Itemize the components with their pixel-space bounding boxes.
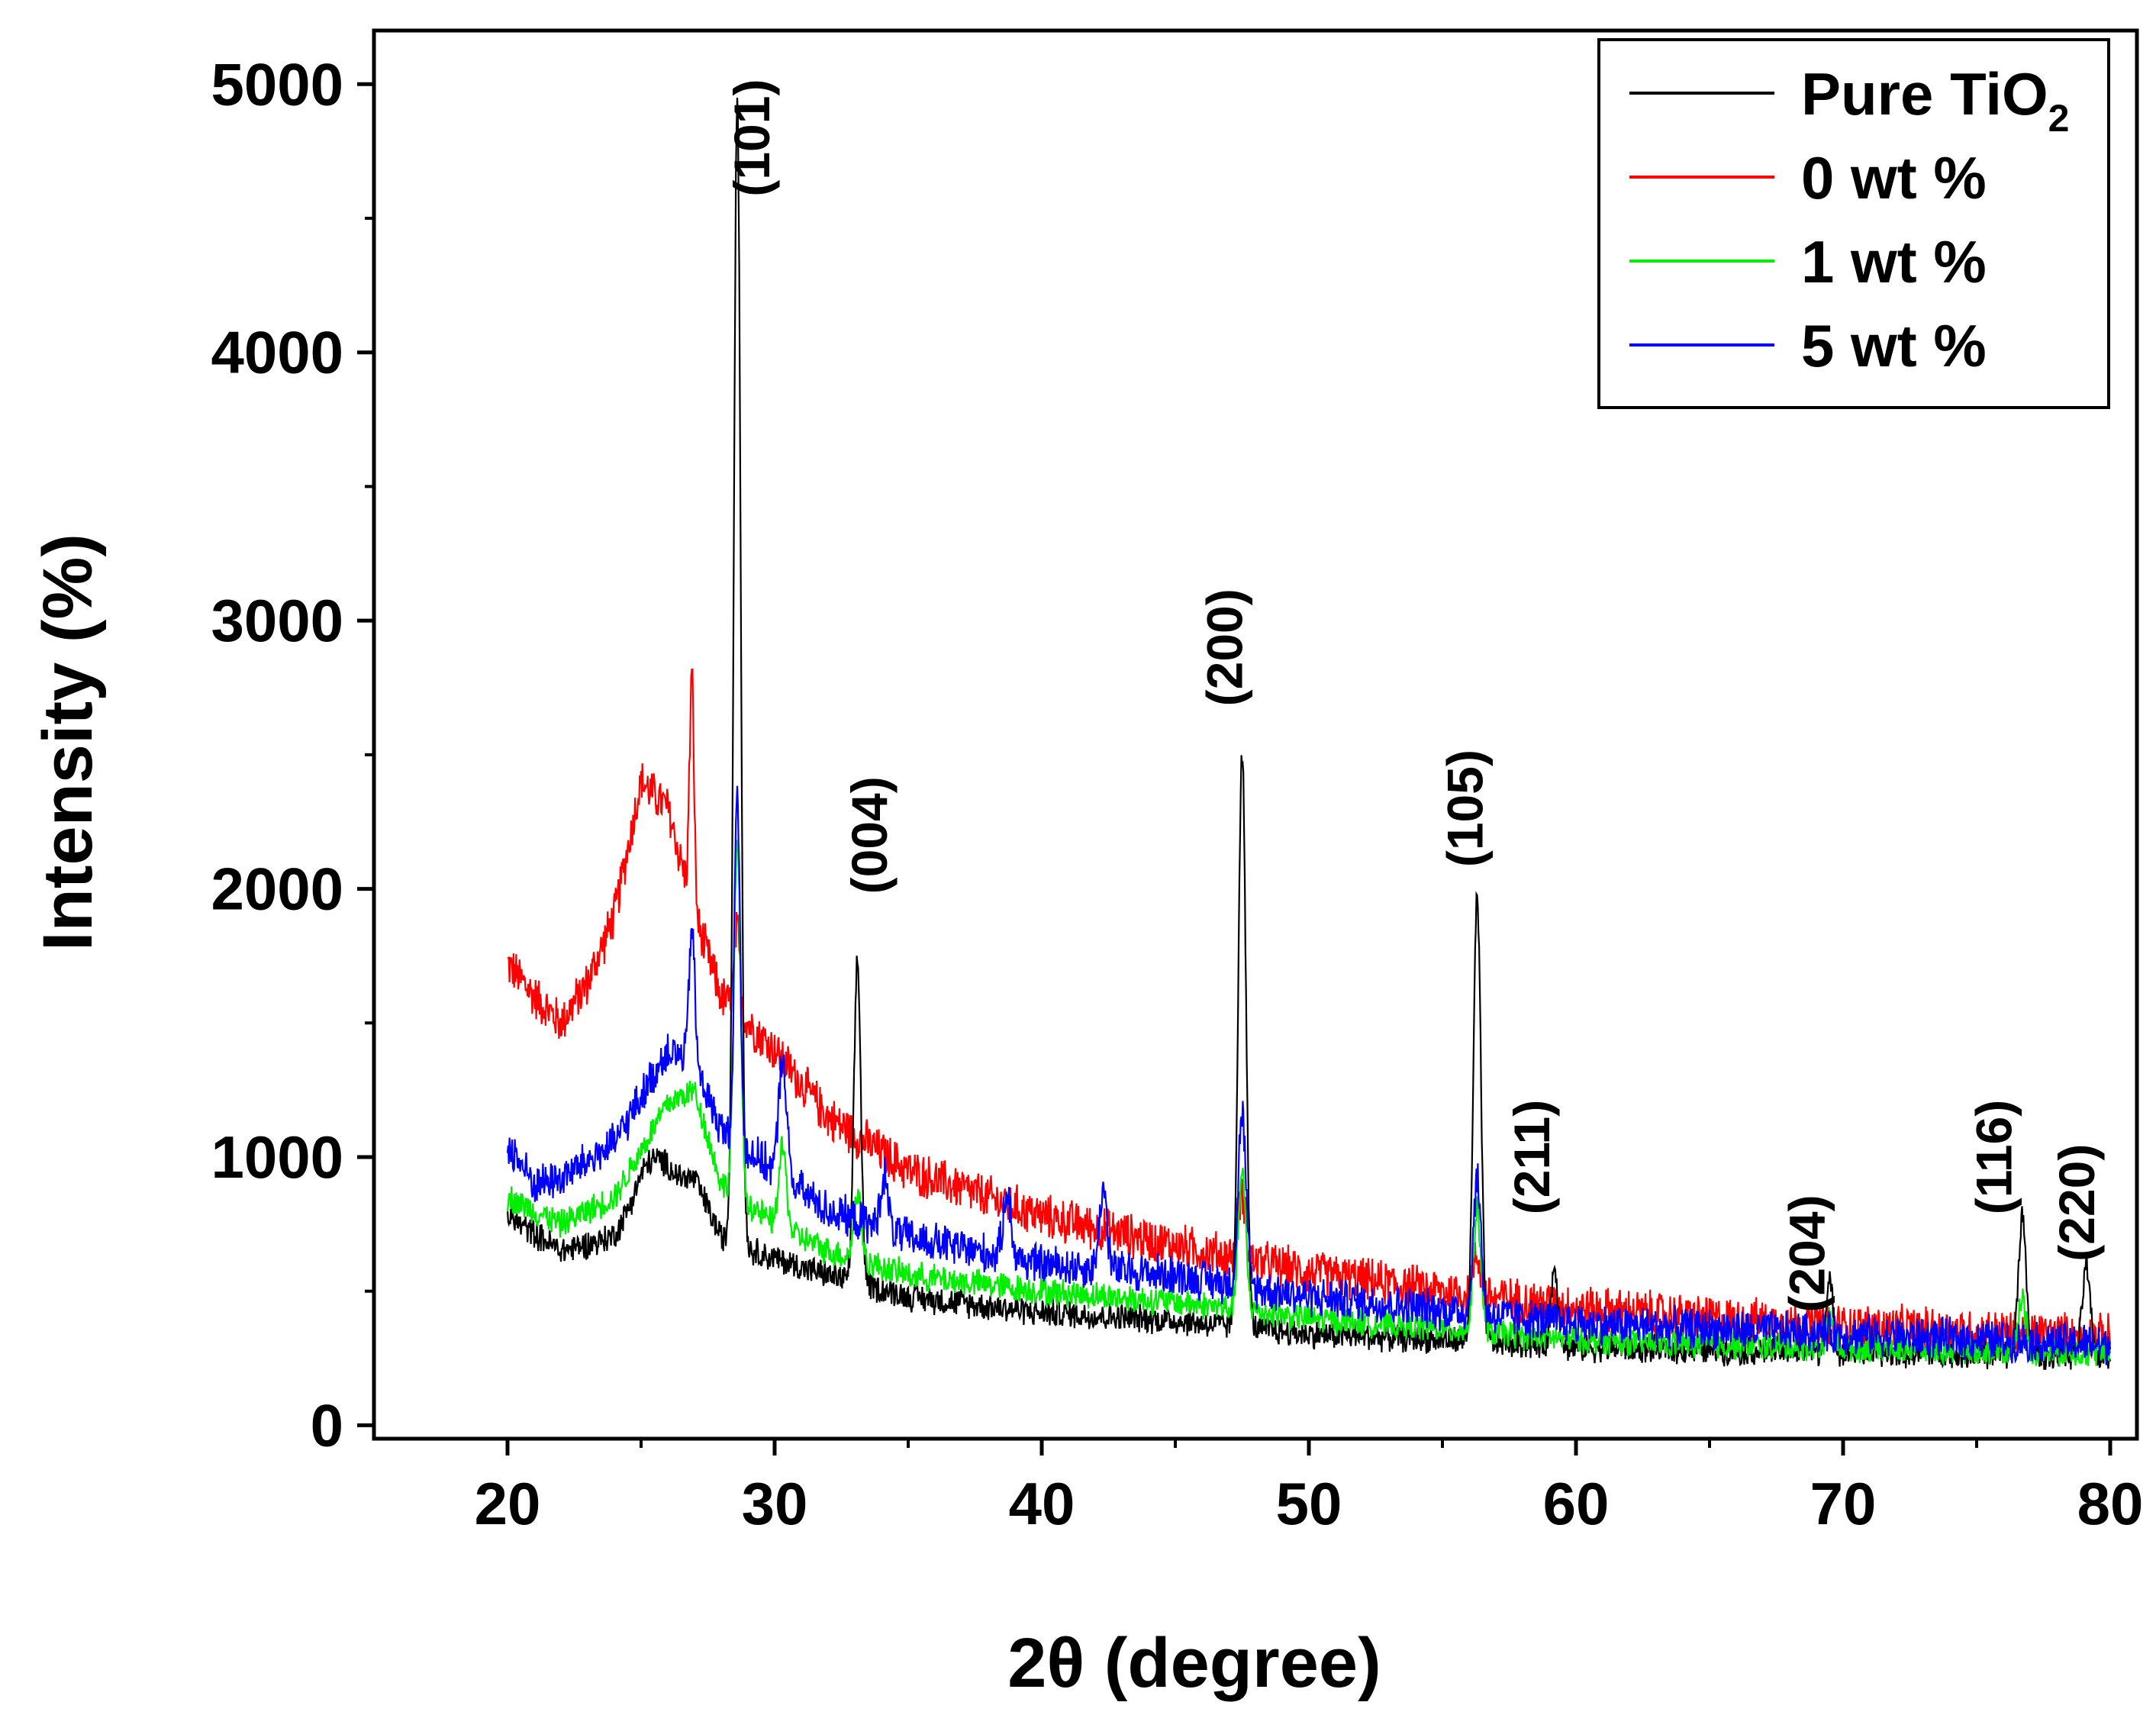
legend-subscript: 2 [2048,97,2070,140]
x-tick-label: 80 [2077,1470,2144,1537]
x-tick-label: 70 [1810,1470,1877,1537]
peak-label: (220) [2048,1144,2105,1262]
peak-label: (211) [1503,1100,1560,1214]
legend-label: 1 wt % [1801,228,1987,295]
peak-label: (204) [1779,1194,1835,1312]
legend-label: 0 wt % [1801,144,1987,211]
series-layer [506,98,2112,1370]
peak-label: (105) [1437,750,1494,867]
peak-label: (101) [724,79,780,197]
series-line-1 [507,669,2112,1359]
ticks-layer: 20 30 40 50 60 70 80 0 1000 2000 3000 4000 5000 [211,50,2143,1537]
plot-frame [372,28,2139,1441]
y-tick-label: 2000 [211,856,343,923]
y-tick-label: 5000 [211,50,343,118]
y-tick-label: 1000 [211,1123,343,1191]
x-tick-label: 60 [1543,1470,1610,1537]
x-tick-label: 30 [742,1470,808,1537]
x-tick-label: 20 [475,1470,541,1537]
y-tick-label: 4000 [211,319,343,386]
peak-label: (004) [841,776,898,894]
y-tick-label: 0 [311,1391,343,1459]
legend-label: 5 wt % [1801,312,1987,379]
peak-label: (200) [1197,588,1253,706]
series-line-0 [506,98,2112,1370]
x-tick-label: 40 [1009,1470,1075,1537]
peak-label: (116) [1966,1100,2022,1214]
series-line-3 [506,785,2112,1365]
legend-label: Pure TiO2 [1801,60,2069,140]
y-tick-label: 3000 [211,587,343,654]
y-axis-title: Intensity (%) [29,534,107,951]
x-tick-label: 50 [1276,1470,1342,1537]
annotation-layer: (101) (004) (200) (105) (211) (204) (116) (220) [724,79,2105,1313]
x-axis-title: 2θ (degree) [1007,1624,1381,1702]
